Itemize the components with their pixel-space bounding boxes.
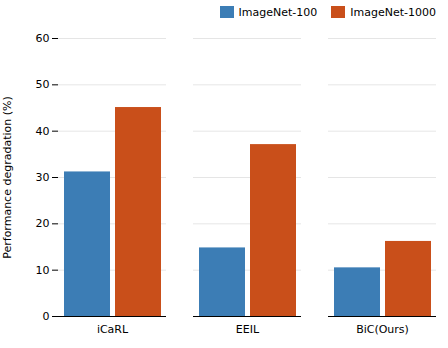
html-text:ImageNet-100: ImageNet-100 (238, 5, 318, 19)
svg-text:0: 0 (43, 310, 50, 323)
svg-text:60: 60 (36, 32, 50, 45)
svg-text:Performance degradation (%): Performance degradation (%) (1, 96, 14, 259)
svg-text:EEIL: EEIL (236, 323, 260, 336)
svg-text:iCaRL: iCaRL (97, 323, 129, 336)
html-text:ImageNet-1000: ImageNet-1000 (350, 5, 436, 19)
svg-text:BiC(Ours): BiC(Ours) (356, 323, 409, 336)
svg-text:20: 20 (36, 217, 50, 230)
svg-text:50: 50 (36, 78, 50, 91)
svg-text:10: 10 (36, 264, 50, 277)
svg-text:30: 30 (36, 171, 50, 184)
svg-text:40: 40 (36, 125, 50, 138)
